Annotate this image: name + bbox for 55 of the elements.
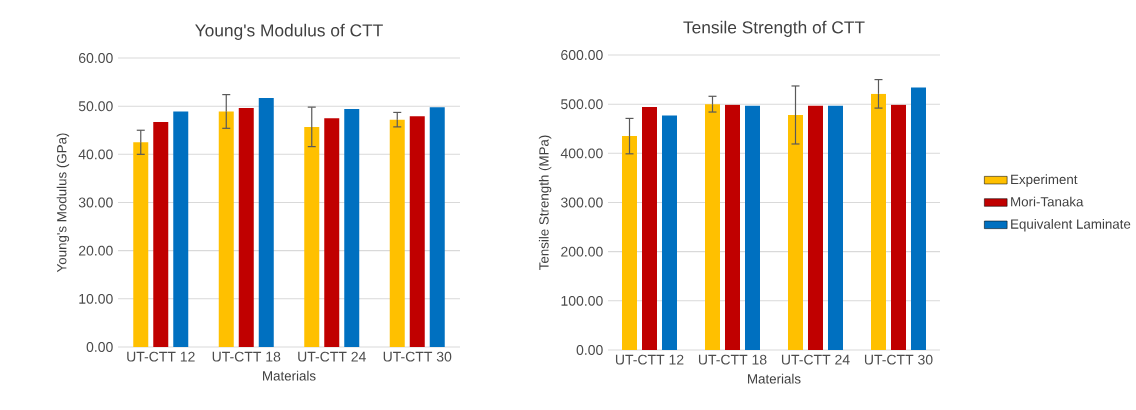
bar [725, 104, 740, 350]
x-tick-label: UT-CTT 24 [781, 354, 850, 365]
bar [871, 93, 886, 350]
bar [173, 111, 189, 347]
y-axis-title: Young's Modulus (GPa) [56, 133, 70, 273]
bar [389, 119, 405, 347]
bar [642, 107, 657, 350]
chart-title: Young's Modulus of CTT [195, 23, 383, 40]
y-tick-label: 40.00 [78, 149, 113, 160]
y-tick-label: 10.00 [79, 293, 113, 304]
bar [324, 118, 340, 347]
y-tick-label: 0.00 [86, 342, 113, 352]
y-tick-label: 0.00 [576, 345, 603, 355]
bar [622, 136, 637, 350]
legend-label: Equivalent Laminate [1011, 218, 1131, 232]
bar [891, 104, 906, 350]
x-tick-label: UT-CTT 24 [298, 351, 366, 362]
chart-title: Tensile Strength of CTT [683, 20, 865, 37]
bar [705, 104, 720, 350]
y-tick-label: 600.00 [561, 50, 603, 60]
x-tick-label: UT-CTT 12 [127, 351, 195, 362]
legend-label: Mori-Tanaka [1011, 196, 1084, 207]
y-tick-label: 500.00 [561, 99, 603, 110]
x-tick-label: UT-CTT 12 [615, 354, 684, 365]
bar [238, 108, 254, 347]
bar [429, 107, 445, 347]
x-tick-label: UT-CTT 18 [698, 354, 767, 365]
legend-label: Experiment [1011, 174, 1078, 187]
y-tick-label: 400.00 [560, 148, 603, 159]
bar [153, 122, 169, 347]
y-tick-label: 20.00 [78, 245, 113, 256]
bar [344, 109, 360, 347]
y-tick-label: 200.00 [561, 246, 603, 257]
y-tick-label: 30.00 [78, 197, 113, 208]
y-axis-title: Tensile Strength (MPa) [538, 135, 552, 270]
bar [258, 97, 274, 347]
x-tick-label: UT-CTT 18 [212, 351, 281, 362]
bar [133, 142, 149, 347]
y-tick-label: 100.00 [561, 295, 603, 306]
bar [662, 115, 677, 350]
bar [828, 105, 843, 350]
x-axis-title: Materials [263, 370, 316, 381]
bar [409, 116, 425, 347]
y-tick-label: 300.00 [561, 197, 603, 208]
y-tick-label: 60.00 [78, 53, 113, 63]
bar [788, 114, 803, 350]
bar [910, 87, 926, 350]
x-tick-label: UT-CTT 30 [864, 354, 933, 365]
bar [218, 111, 234, 347]
y-tick-label: 50.00 [78, 101, 113, 112]
bar [808, 105, 823, 350]
bar [304, 126, 320, 347]
bar [745, 105, 760, 350]
x-tick-label: UT-CTT 30 [383, 351, 452, 362]
x-axis-title: Materials [748, 373, 801, 384]
